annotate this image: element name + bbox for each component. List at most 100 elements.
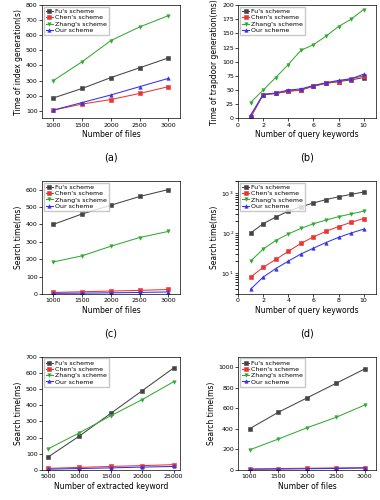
Zhang's scheme [336, 24, 341, 30]
Fu's scheme [51, 222, 55, 228]
Fu's scheme [109, 202, 113, 208]
Line: Zhang's scheme: Zhang's scheme [52, 230, 170, 264]
Line: Our scheme: Our scheme [249, 72, 366, 117]
Fu's scheme [349, 77, 353, 83]
Line: Fu's scheme: Fu's scheme [248, 367, 366, 430]
Chen's scheme [80, 101, 84, 107]
Line: Our scheme: Our scheme [249, 228, 366, 291]
Fu's scheme [311, 200, 316, 206]
Fu's scheme [166, 55, 171, 61]
Our scheme [109, 92, 113, 98]
Our scheme [51, 290, 55, 296]
Our scheme [109, 290, 113, 296]
Fu's scheme [80, 211, 84, 217]
X-axis label: Number of query keywords: Number of query keywords [255, 306, 359, 315]
Zhang's scheme [324, 33, 328, 39]
Y-axis label: Search time(ms): Search time(ms) [14, 206, 23, 269]
Line: Chen's scheme: Chen's scheme [46, 463, 176, 470]
Chen's scheme [361, 216, 366, 222]
Line: Chen's scheme: Chen's scheme [52, 288, 170, 294]
Fu's scheme [274, 214, 278, 220]
Line: Zhang's scheme: Zhang's scheme [249, 8, 366, 104]
Our scheme [140, 464, 144, 470]
Our scheme [324, 80, 328, 86]
Our scheme [361, 226, 366, 232]
Our scheme [80, 100, 84, 105]
X-axis label: Number of query keywords: Number of query keywords [255, 130, 359, 140]
Chen's scheme [80, 289, 84, 295]
Chen's scheme [349, 76, 353, 82]
Fu's scheme [138, 194, 142, 200]
Fu's scheme [46, 454, 51, 460]
Zhang's scheme [286, 231, 291, 237]
Chen's scheme [140, 462, 144, 468]
X-axis label: Number of files: Number of files [82, 306, 140, 315]
Legend: Fu's scheme, Chen's scheme, Zhang's scheme, Our scheme: Fu's scheme, Chen's scheme, Zhang's sche… [44, 7, 109, 35]
Zhang's scheme [361, 208, 366, 214]
Zhang's scheme [286, 62, 291, 68]
Chen's scheme [109, 288, 113, 294]
Our scheme [138, 290, 142, 296]
Zhang's scheme [299, 226, 303, 232]
Zhang's scheme [311, 221, 316, 227]
Zhang's scheme [109, 38, 113, 44]
Y-axis label: Search time(ms): Search time(ms) [14, 382, 23, 445]
Line: Our scheme: Our scheme [248, 466, 366, 471]
Fu's scheme [336, 78, 341, 84]
Line: Chen's scheme: Chen's scheme [248, 466, 366, 470]
Legend: Fu's scheme, Chen's scheme, Zhang's scheme, Our scheme: Fu's scheme, Chen's scheme, Zhang's sche… [44, 358, 109, 386]
Zhang's scheme [349, 16, 353, 22]
Chen's scheme [109, 464, 113, 469]
Chen's scheme [336, 224, 341, 230]
Zhang's scheme [166, 12, 171, 18]
Our scheme [80, 290, 84, 296]
Line: Chen's scheme: Chen's scheme [249, 217, 366, 279]
Fu's scheme [248, 230, 253, 236]
Line: Fu's scheme: Fu's scheme [52, 56, 170, 100]
Fu's scheme [77, 433, 82, 439]
Our scheme [247, 466, 252, 472]
Chen's scheme [286, 248, 291, 254]
Zhang's scheme [276, 436, 280, 442]
Our scheme [336, 234, 341, 240]
Our scheme [138, 84, 142, 89]
X-axis label: Number of extracted keyword: Number of extracted keyword [54, 482, 168, 491]
Fu's scheme [138, 65, 142, 71]
Our scheme [166, 76, 171, 82]
Fu's scheme [248, 114, 253, 120]
Chen's scheme [261, 92, 265, 98]
Chen's scheme [311, 234, 316, 240]
Fu's scheme [80, 86, 84, 91]
Chen's scheme [166, 286, 171, 292]
Fu's scheme [349, 192, 353, 198]
Line: Our scheme: Our scheme [46, 464, 176, 471]
Our scheme [276, 466, 280, 472]
Chen's scheme [166, 84, 171, 89]
Our scheme [248, 286, 253, 292]
Zhang's scheme [361, 6, 366, 12]
Chen's scheme [247, 466, 252, 472]
Fu's scheme [286, 88, 291, 94]
Chen's scheme [334, 465, 338, 471]
Our scheme [334, 466, 338, 471]
X-axis label: Number of files: Number of files [278, 482, 336, 491]
Zhang's scheme [324, 217, 328, 223]
Legend: Fu's scheme, Chen's scheme, Zhang's scheme, Our scheme: Fu's scheme, Chen's scheme, Zhang's sche… [240, 358, 305, 386]
Line: Our scheme: Our scheme [52, 76, 170, 112]
Our scheme [349, 76, 353, 82]
Our scheme [324, 240, 328, 246]
Our scheme [311, 245, 316, 251]
Chen's scheme [299, 87, 303, 93]
Fu's scheme [361, 189, 366, 195]
Line: Fu's scheme: Fu's scheme [46, 366, 176, 459]
Fu's scheme [324, 196, 328, 202]
Chen's scheme [324, 80, 328, 86]
Our scheme [171, 464, 176, 469]
Fu's scheme [299, 87, 303, 93]
Chen's scheme [324, 228, 328, 234]
Our scheme [109, 465, 113, 471]
Line: Chen's scheme: Chen's scheme [52, 85, 170, 112]
Fu's scheme [171, 365, 176, 371]
Text: (d): (d) [300, 328, 314, 338]
Zhang's scheme [51, 259, 55, 265]
